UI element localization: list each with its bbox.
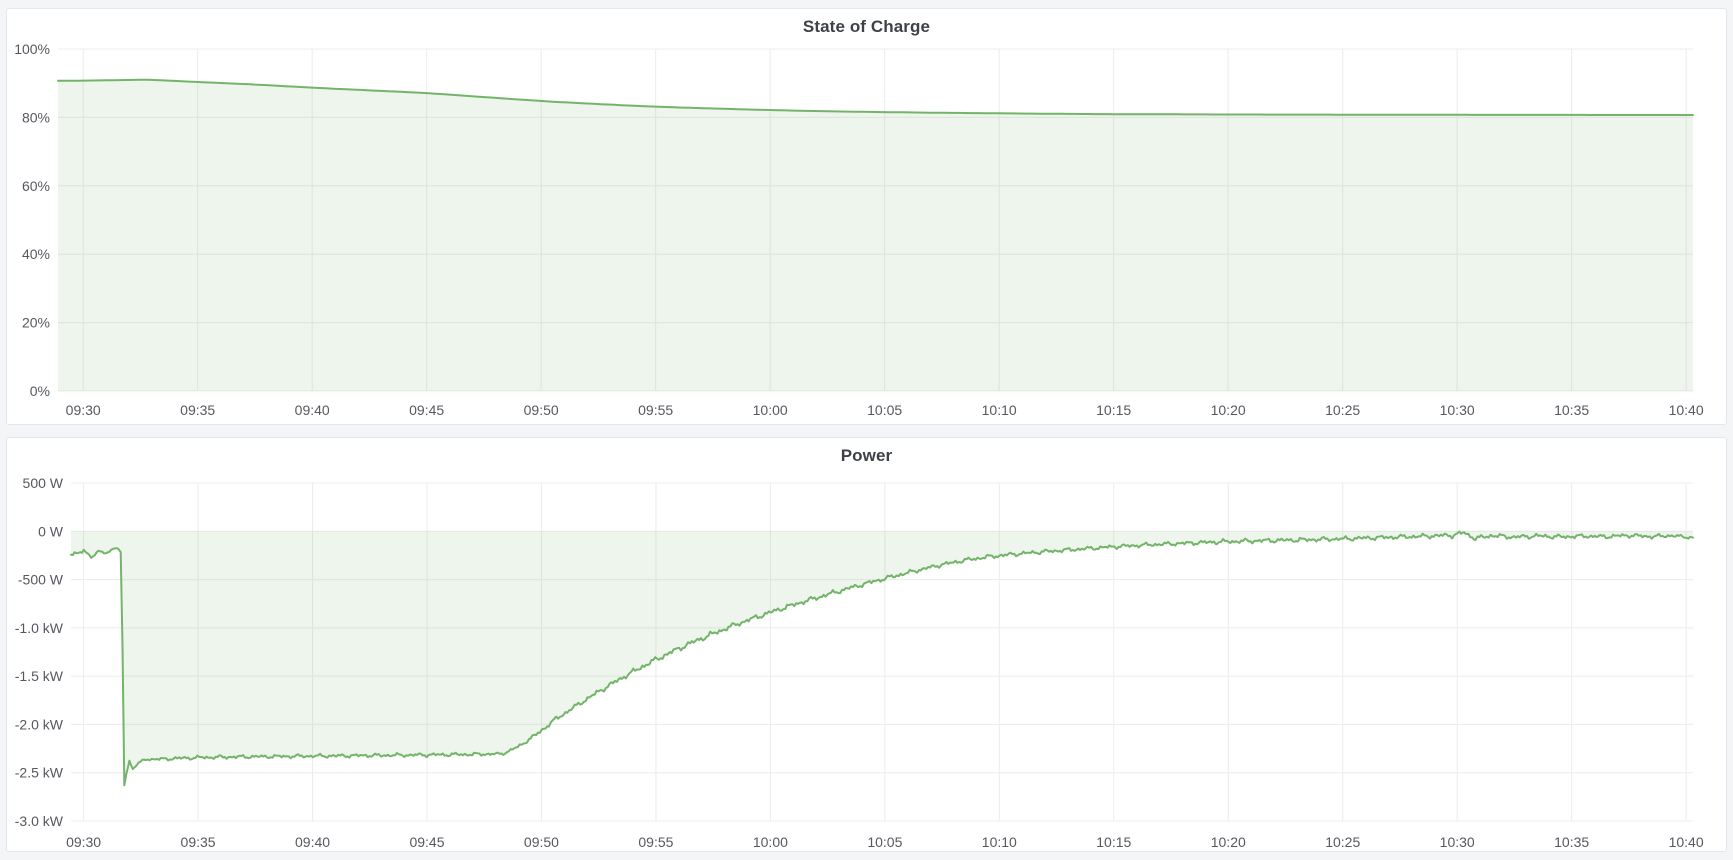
y-axis-tick-label: -2.5 kW [15, 765, 64, 781]
x-axis-tick-label: 10:10 [982, 834, 1017, 850]
x-axis-tick-label: 09:40 [295, 402, 330, 418]
x-axis-tick-label: 10:20 [1211, 834, 1246, 850]
y-axis-tick-label: 20% [22, 315, 50, 331]
x-axis-tick-label: 10:25 [1325, 402, 1360, 418]
y-axis-tick-label: 0 W [38, 523, 64, 539]
x-axis-tick-label: 09:55 [638, 834, 673, 850]
x-axis-tick-label: 09:50 [524, 402, 559, 418]
y-axis-tick-label: -1.5 kW [15, 668, 64, 684]
panel-title-power[interactable]: Power [840, 446, 893, 465]
x-axis-tick-label: 09:35 [181, 834, 216, 850]
x-axis-tick-label: 09:30 [66, 834, 101, 850]
x-axis-tick-label: 09:45 [409, 402, 444, 418]
y-axis-tick-label: 100% [14, 41, 50, 57]
y-axis-tick-label: 60% [22, 178, 50, 194]
power-chart[interactable]: 500 W 0 W -500 W -1.0 kW -1.5 kW -2.0 kW -2.5 … [7, 438, 1726, 851]
x-axis-tick-label: 10:10 [982, 402, 1017, 418]
y-axis-tick-label: -1.0 kW [15, 620, 64, 636]
x-axis-tick-label: 09:35 [180, 402, 215, 418]
series-fill [58, 79, 1693, 392]
panel-power: Power 500 W 0 W -500 W -1.0 kW -1.5 kW -2.0 k… [6, 437, 1727, 852]
x-axis-tick-label: 10:00 [753, 402, 788, 418]
x-axis-tick-label: 09:40 [295, 834, 330, 850]
y-axis-tick-label: -3.0 kW [15, 813, 64, 829]
x-axis-tick-label: 10:40 [1669, 402, 1704, 418]
y-axis-tick-label: 40% [22, 246, 50, 262]
x-axis-tick-label: 10:05 [867, 402, 902, 418]
x-axis-tick-label: 10:25 [1325, 834, 1360, 850]
x-axis-tick-label: 09:30 [66, 402, 101, 418]
y-axis-tick-label: -2.0 kW [15, 716, 64, 732]
x-axis-tick-label: 09:55 [638, 402, 673, 418]
panel-title-state-of-charge[interactable]: State of Charge [802, 17, 931, 36]
x-axis-tick-label: 10:35 [1554, 402, 1589, 418]
x-axis-tick-label: 09:50 [524, 834, 559, 850]
x-axis-tick-label: 10:40 [1669, 834, 1704, 850]
panel-state-of-charge: State of Charge 100% 80% 60% 40% 20% 0% 09:30 0… [6, 8, 1727, 425]
x-axis-tick-label: 10:15 [1096, 402, 1131, 418]
x-axis-tick-label: 09:45 [409, 834, 444, 850]
x-axis-tick-label: 10:30 [1440, 402, 1475, 418]
y-axis-tick-label: -500 W [18, 572, 64, 588]
x-axis-tick-label: 10:20 [1211, 402, 1246, 418]
x-axis-tick-label: 10:35 [1554, 834, 1589, 850]
x-axis-tick-label: 10:05 [867, 834, 902, 850]
x-axis-tick-label: 10:00 [753, 834, 788, 850]
y-axis-tick-label: 500 W [23, 475, 64, 491]
soc-chart[interactable]: 100% 80% 60% 40% 20% 0% 09:30 09:35 09:40 09:45 09… [7, 9, 1726, 424]
series-fill [71, 531, 1693, 786]
x-axis-tick-label: 10:30 [1440, 834, 1475, 850]
y-axis-tick-label: 0% [30, 383, 50, 399]
series-line [57, 78, 1694, 116]
y-axis-tick-label: 80% [22, 109, 50, 125]
series-line [70, 530, 1694, 787]
x-axis-tick-label: 10:15 [1096, 834, 1131, 850]
